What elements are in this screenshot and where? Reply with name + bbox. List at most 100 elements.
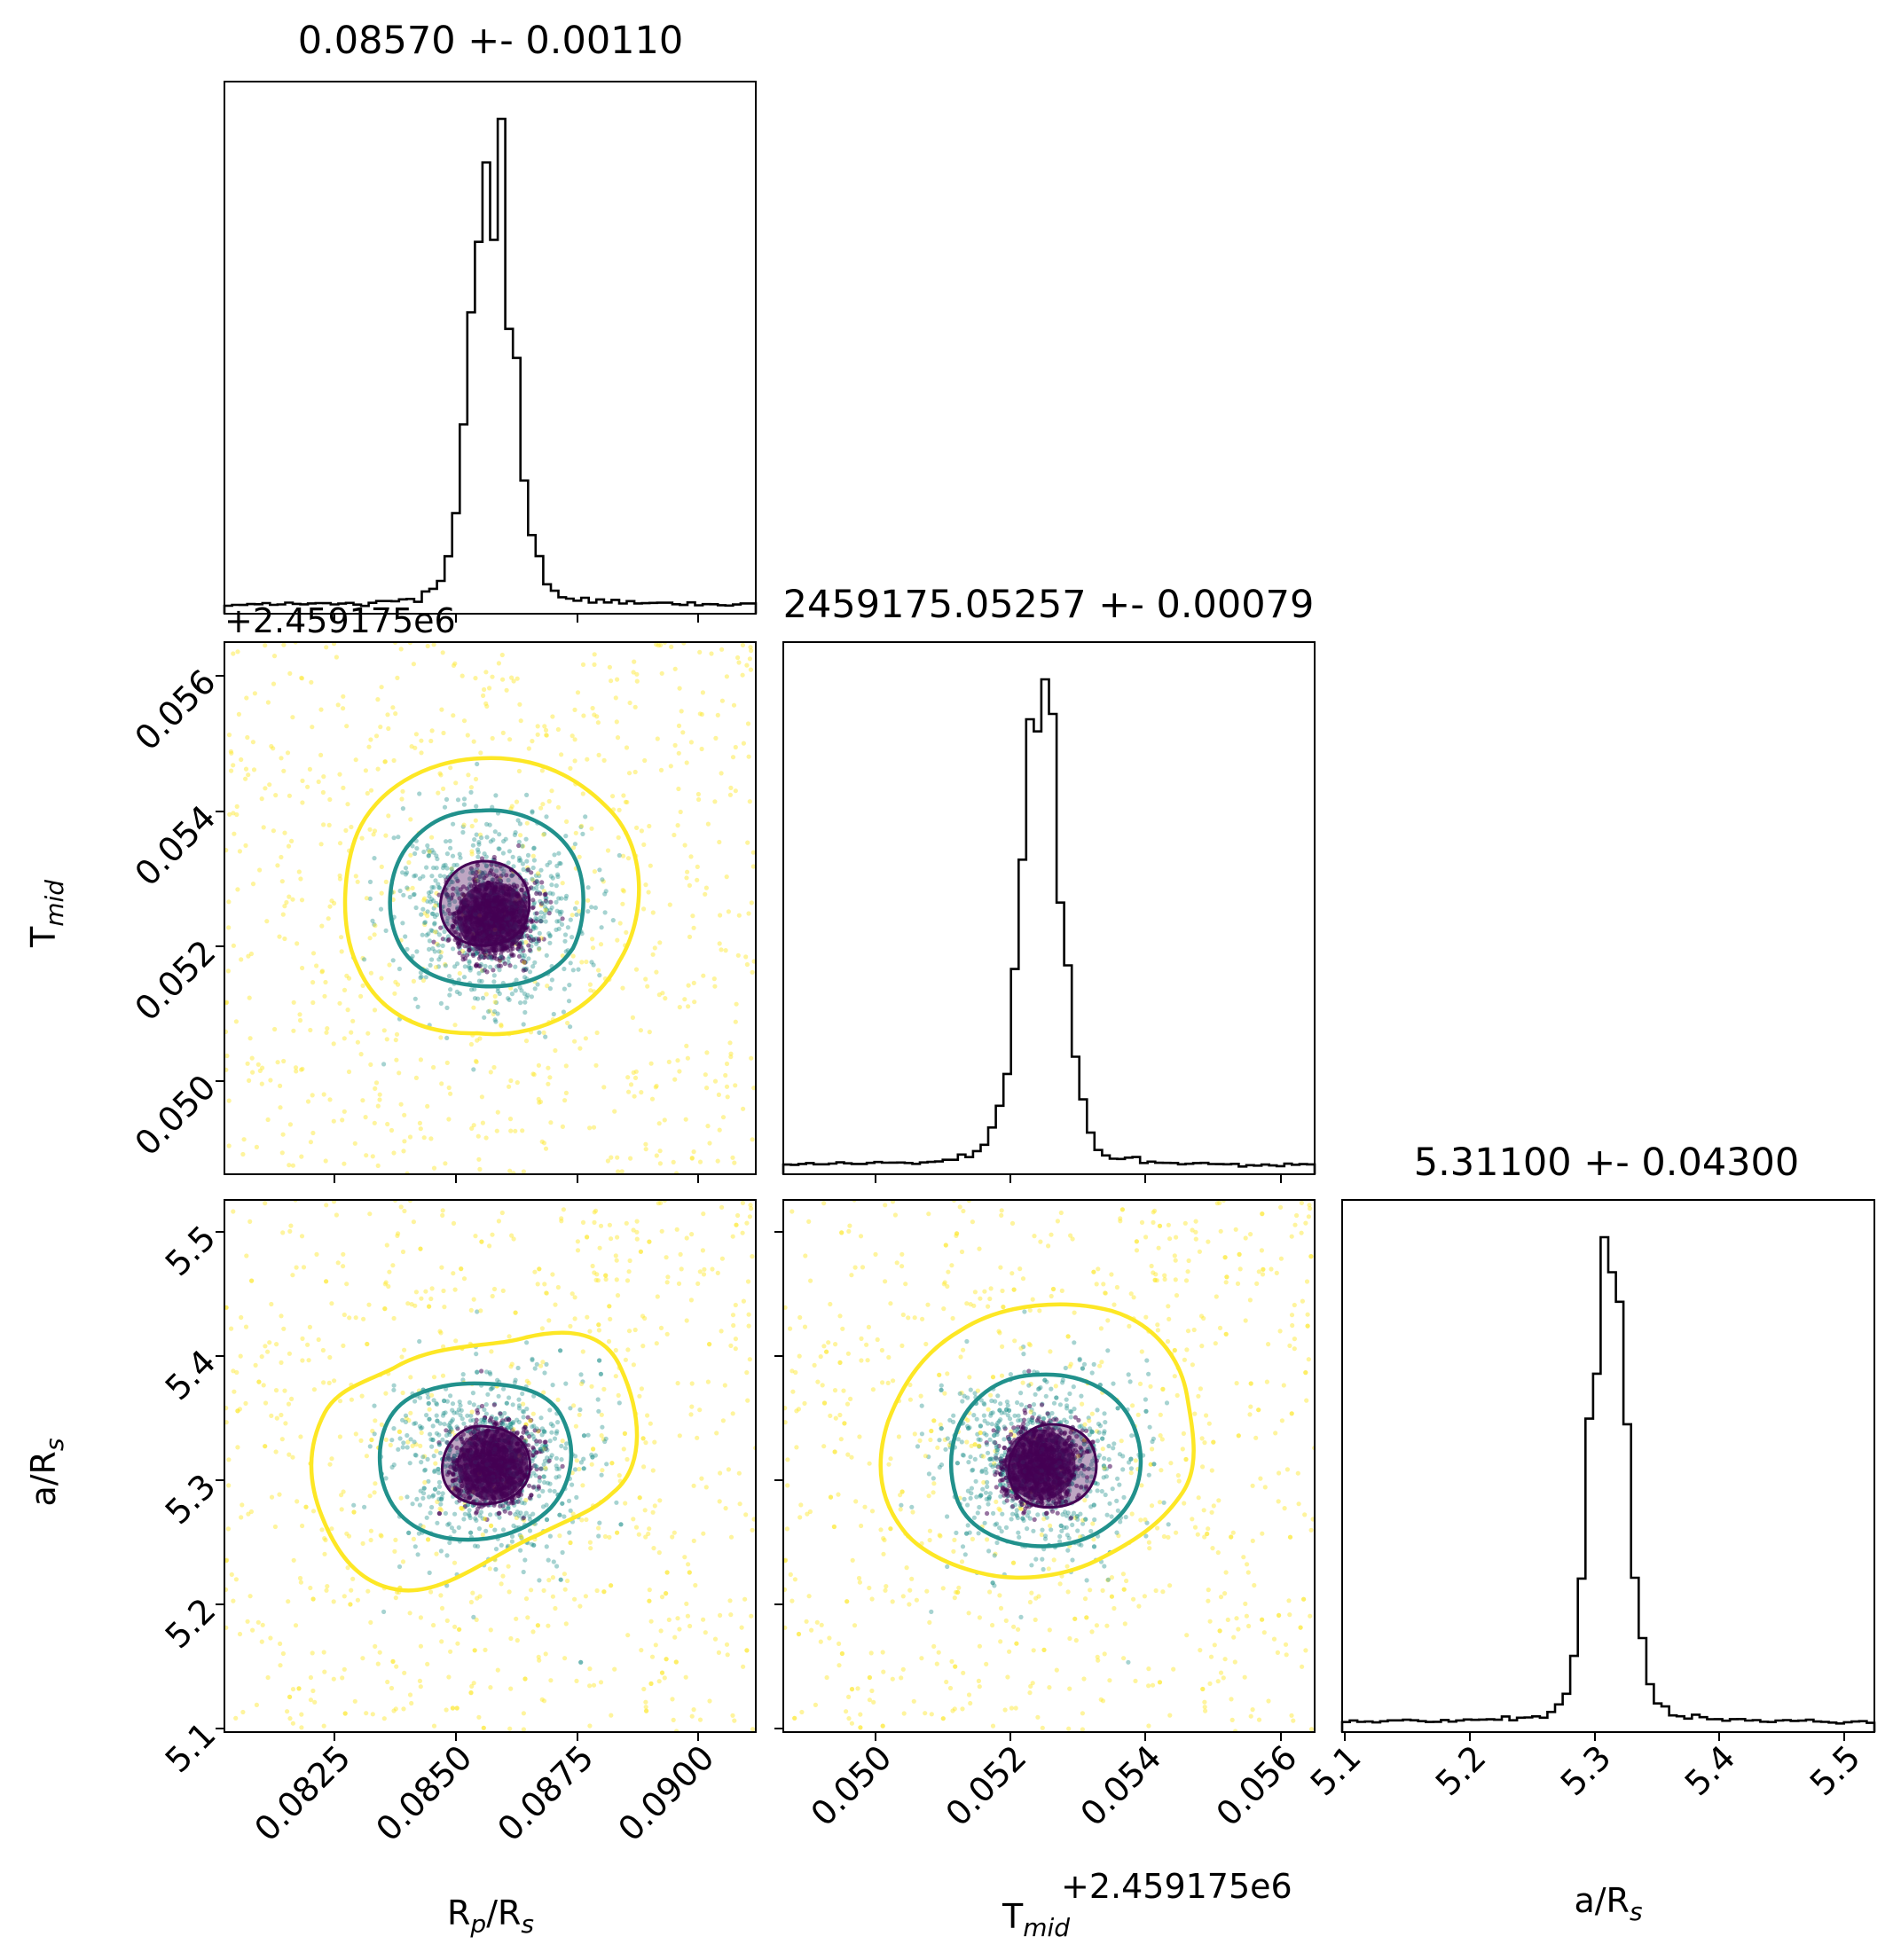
scatter-point <box>397 1564 403 1570</box>
scatter-point <box>474 1517 479 1523</box>
scatter-point <box>527 1517 533 1522</box>
scatter-point <box>640 1436 646 1441</box>
scatter-point <box>426 1395 431 1400</box>
scatter-point <box>401 1706 406 1712</box>
scatter-point <box>388 1442 393 1447</box>
scatter-point <box>468 965 474 971</box>
scatter-point <box>672 832 677 838</box>
scatter-point <box>358 1052 364 1057</box>
scatter-point <box>749 1055 754 1061</box>
scatter-point <box>225 968 231 974</box>
scatter-point <box>365 1588 371 1594</box>
scatter-point <box>327 1354 333 1360</box>
scatter-point <box>318 752 324 757</box>
scatter-point <box>593 1062 599 1068</box>
scatter-point <box>492 829 498 835</box>
scatter-point <box>452 862 457 868</box>
scatter-point <box>712 1078 719 1084</box>
scatter-point <box>282 830 287 835</box>
scatter-point <box>493 1019 499 1024</box>
scatter-point <box>400 1390 405 1396</box>
scatter-point <box>555 726 561 733</box>
scatter-point <box>506 1425 511 1431</box>
scatter-point <box>591 1682 597 1688</box>
scatter-point <box>689 1156 695 1161</box>
scatter-point <box>550 714 555 719</box>
scatter-point <box>431 906 436 911</box>
scatter-point <box>290 1273 295 1278</box>
scatter-point <box>549 905 554 910</box>
scatter-point <box>422 921 428 928</box>
scatter-point <box>491 973 497 978</box>
scatter-point <box>433 903 438 908</box>
scatter-point <box>449 879 454 884</box>
scatter-point <box>654 1341 659 1346</box>
scatter-point <box>443 961 448 967</box>
scatter-point <box>580 831 585 836</box>
scatter-point <box>484 1369 490 1375</box>
scatter-point <box>398 647 404 652</box>
scatter-point <box>342 1161 347 1166</box>
scatter-point <box>446 937 452 942</box>
scatter-point <box>439 1605 445 1611</box>
scatter-point <box>332 1378 337 1384</box>
scatter-point <box>426 1478 431 1484</box>
scatter-point <box>481 1725 486 1730</box>
scatter-point <box>281 642 287 647</box>
scatter-point <box>539 918 545 924</box>
scatter-point <box>580 1483 585 1488</box>
scatter-point <box>595 1397 601 1402</box>
scatter-point <box>444 1005 450 1010</box>
scatter-point <box>295 1499 300 1504</box>
scatter-point <box>429 835 435 840</box>
scatter-point <box>425 1103 430 1109</box>
scatter-point <box>337 876 342 882</box>
scatter-point <box>493 1000 499 1006</box>
scatter-point <box>477 1166 483 1172</box>
scatter-point <box>530 1629 536 1635</box>
scatter-point <box>532 1428 538 1433</box>
scatter-point <box>419 974 424 979</box>
scatter-point <box>626 1089 632 1094</box>
scatter-point <box>265 700 271 705</box>
scatter-point <box>719 771 724 776</box>
scatter-point <box>529 870 534 875</box>
scatter-point <box>287 1228 293 1234</box>
scatter-point <box>243 776 248 781</box>
scatter-point <box>525 1415 530 1420</box>
scatter-point <box>522 894 527 899</box>
scatter-point <box>466 964 472 969</box>
scatter-point <box>462 964 467 969</box>
hist-rp-title: 0.08570 +- 0.00110 <box>298 19 684 63</box>
scatter-point <box>341 1343 346 1348</box>
scatter-point <box>580 1349 585 1354</box>
scatter-point <box>398 1204 404 1210</box>
scatter-point <box>509 873 515 878</box>
scatter-point <box>324 1279 329 1284</box>
scatter-point <box>476 970 482 976</box>
scatter-point <box>609 1461 615 1466</box>
scatter-point <box>368 788 374 793</box>
scatter-point <box>396 1231 401 1236</box>
scatter-point <box>233 1715 239 1721</box>
scatter-point <box>535 1282 540 1287</box>
scatter-point <box>506 1506 511 1511</box>
scatter-point <box>391 1150 397 1156</box>
scatter-point <box>523 939 529 945</box>
scatter-point <box>495 989 500 994</box>
scatter-point <box>454 862 460 867</box>
scatter-point <box>613 1253 618 1258</box>
scatter-point <box>562 932 569 937</box>
scatter-point <box>707 1698 712 1704</box>
scatter-point <box>573 830 578 835</box>
scatter-point <box>282 936 287 942</box>
scatter-point <box>286 1401 292 1407</box>
scatter-point <box>634 678 640 684</box>
scatter-point <box>420 1495 426 1501</box>
scatter-point <box>519 953 525 958</box>
scatter-point <box>594 714 600 719</box>
scatter-point <box>664 1570 670 1575</box>
scatter-point <box>631 1362 636 1368</box>
scatter-point <box>499 873 504 879</box>
scatter-point <box>531 846 537 851</box>
